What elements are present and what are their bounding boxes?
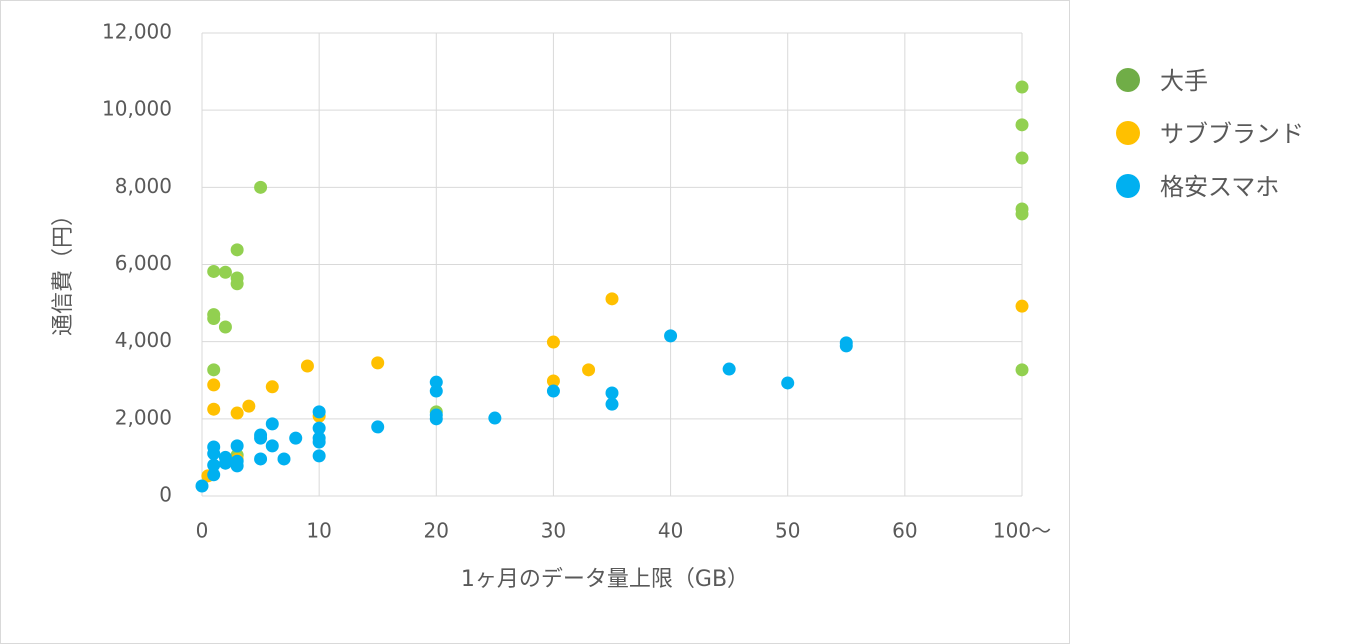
point bbox=[207, 458, 221, 472]
point bbox=[722, 362, 736, 376]
point bbox=[207, 468, 221, 482]
y-axis-label: 通信費（円） bbox=[51, 204, 76, 336]
point bbox=[312, 435, 326, 449]
x-tick-label: 50 bbox=[775, 519, 800, 543]
point bbox=[230, 277, 244, 291]
point bbox=[207, 378, 221, 392]
point bbox=[1015, 151, 1029, 165]
point bbox=[207, 363, 221, 377]
y-tick-label: 4,000 bbox=[115, 328, 172, 352]
point bbox=[546, 374, 560, 388]
point bbox=[218, 265, 232, 279]
point bbox=[289, 431, 303, 445]
point bbox=[371, 420, 385, 434]
point bbox=[546, 384, 560, 398]
legend-label: 格安スマホ bbox=[1160, 173, 1279, 201]
point bbox=[195, 479, 209, 493]
point bbox=[207, 447, 221, 461]
point bbox=[371, 356, 385, 370]
point bbox=[781, 376, 795, 390]
point bbox=[488, 411, 502, 425]
point bbox=[582, 363, 596, 377]
y-tick-label: 2,000 bbox=[115, 405, 172, 429]
point bbox=[242, 399, 256, 413]
x-tick-label: 30 bbox=[541, 519, 566, 543]
point bbox=[265, 439, 279, 453]
point bbox=[546, 335, 560, 349]
point bbox=[1015, 118, 1029, 132]
legend-marker bbox=[1116, 121, 1140, 145]
x-tick-label: 100～ bbox=[993, 519, 1051, 543]
point bbox=[312, 421, 326, 435]
x-tick-label: 40 bbox=[658, 519, 683, 543]
y-tick-label: 0 bbox=[159, 483, 172, 507]
point bbox=[300, 359, 314, 373]
point bbox=[207, 264, 221, 278]
point bbox=[839, 339, 853, 353]
point bbox=[605, 292, 619, 306]
point bbox=[312, 405, 326, 419]
point bbox=[605, 397, 619, 411]
point bbox=[312, 449, 326, 463]
point bbox=[1015, 363, 1029, 377]
x-tick-label: 10 bbox=[306, 519, 331, 543]
point bbox=[230, 454, 244, 468]
point bbox=[230, 406, 244, 420]
point bbox=[429, 408, 443, 422]
point bbox=[218, 456, 232, 470]
chart-frame bbox=[0, 0, 1070, 644]
point bbox=[218, 320, 232, 334]
point bbox=[429, 384, 443, 398]
point bbox=[265, 380, 279, 394]
point bbox=[1015, 80, 1029, 94]
point bbox=[1015, 207, 1029, 221]
x-axis-label: 1ヶ月のデータ量上限（GB） bbox=[461, 567, 749, 592]
y-tick-label: 12,000 bbox=[102, 20, 172, 44]
point bbox=[254, 452, 268, 466]
point bbox=[230, 439, 244, 453]
point bbox=[277, 452, 291, 466]
point bbox=[207, 312, 221, 326]
x-tick-label: 60 bbox=[892, 519, 917, 543]
legend-marker bbox=[1116, 174, 1140, 198]
point bbox=[207, 402, 221, 416]
point bbox=[254, 180, 268, 194]
x-tick-label: 20 bbox=[424, 519, 449, 543]
legend-label: サブブランド bbox=[1160, 120, 1304, 148]
point bbox=[254, 431, 268, 445]
y-tick-label: 10,000 bbox=[102, 97, 172, 121]
legend-marker bbox=[1116, 68, 1140, 92]
legend-label: 大手 bbox=[1160, 67, 1208, 95]
point bbox=[1015, 299, 1029, 313]
point bbox=[605, 386, 619, 400]
y-tick-label: 6,000 bbox=[115, 251, 172, 275]
x-tick-label: 0 bbox=[196, 519, 209, 543]
point bbox=[265, 417, 279, 431]
point bbox=[664, 329, 678, 343]
point bbox=[230, 243, 244, 257]
y-tick-label: 8,000 bbox=[115, 174, 172, 198]
